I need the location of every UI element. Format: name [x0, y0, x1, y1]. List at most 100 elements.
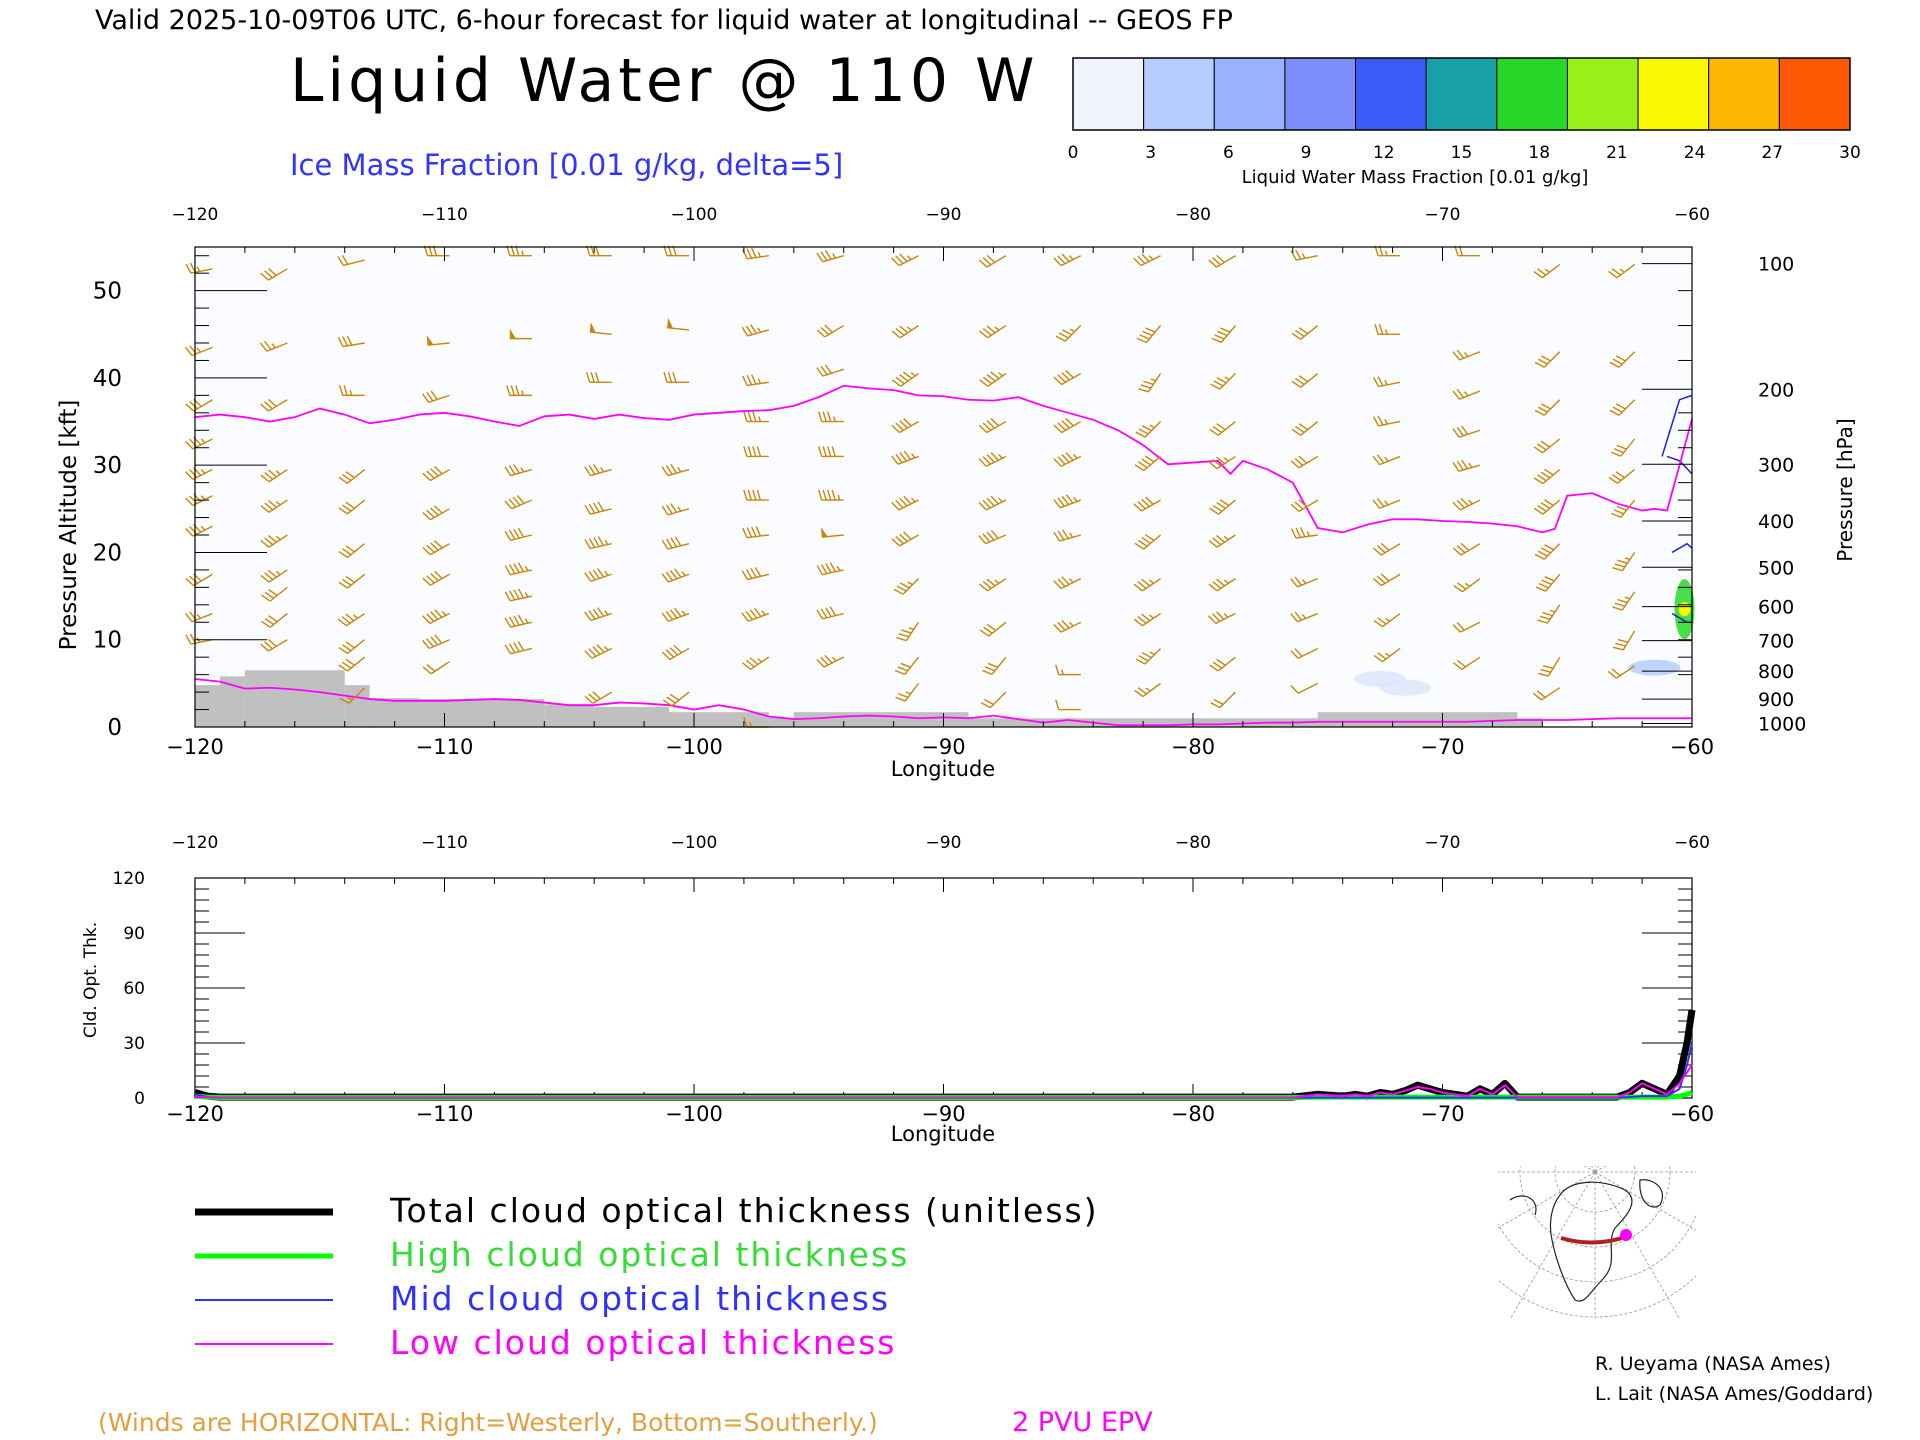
wind-barb-feather — [665, 610, 674, 621]
wind-barb-feather — [594, 372, 600, 383]
wind-barb-feather — [820, 656, 829, 666]
wind-barb-staff — [268, 468, 288, 483]
wind-barb-half-feather — [910, 372, 916, 377]
wind-barb-feather — [1373, 619, 1383, 628]
wind-barb — [1210, 373, 1236, 390]
wind-barb — [509, 328, 532, 340]
wind-barb — [742, 374, 769, 387]
wind-barb-feather — [986, 374, 996, 382]
wind-barb-feather — [1053, 580, 1062, 589]
wind-barb-feather — [1540, 502, 1551, 509]
wind-barb-half-feather — [749, 721, 753, 728]
wind-barb-feather — [982, 499, 991, 509]
wind-barb-half-feather — [275, 500, 281, 506]
wind-barb-feather — [672, 372, 677, 383]
wind-barb-staff — [347, 543, 366, 559]
wind-barb-staff — [1543, 351, 1561, 368]
lower-x-tick-label-top: −70 — [1425, 833, 1461, 853]
wind-barb-feather — [742, 662, 751, 670]
wind-barb-half-feather — [1384, 329, 1388, 335]
wind-barb-staff — [1144, 647, 1162, 665]
lower-x-tick-label: −80 — [1171, 1102, 1215, 1126]
wind-barb-feather — [584, 611, 592, 621]
wind-barb-feather — [899, 452, 907, 462]
wind-barb-feather — [268, 535, 277, 543]
x-tick-label: −100 — [665, 735, 723, 759]
wind-barb-half-feather — [1149, 424, 1155, 429]
wind-barb-feather — [827, 411, 832, 422]
wind-barb — [1452, 542, 1481, 556]
wind-barb-feather — [1544, 468, 1554, 476]
wind-barb-feather — [422, 512, 431, 521]
wind-barb-staff — [746, 381, 769, 387]
wind-barb-staff — [591, 647, 612, 659]
wind-barb-half-feather — [1301, 253, 1306, 259]
wind-barb-feather — [185, 263, 192, 274]
x-tick-label: −80 — [1171, 735, 1215, 759]
wind-barb-feather — [1145, 327, 1156, 333]
wind-barb-feather — [670, 537, 677, 548]
x-tick-label-top: −120 — [172, 205, 219, 225]
wind-barb-half-feather — [1385, 617, 1391, 622]
wind-barb-feather — [1380, 542, 1390, 551]
wind-barb-half-feather — [1069, 255, 1074, 261]
wind-barb-staff — [1622, 630, 1636, 651]
wind-barb-staff — [430, 543, 450, 556]
wind-barb-half-feather — [1223, 457, 1229, 462]
wind-barb — [338, 499, 366, 515]
wind-barb — [1612, 552, 1636, 572]
wind-barb-feather — [1537, 474, 1547, 482]
wind-barb-half-feather — [521, 390, 524, 396]
wind-barb-feather — [1065, 370, 1074, 379]
wind-barb-feather — [1211, 337, 1222, 344]
wind-barb — [1534, 543, 1561, 560]
wind-barb-staff — [1064, 325, 1082, 342]
wind-barb-feather — [1456, 545, 1466, 554]
wind-barb-feather — [893, 588, 904, 595]
wind-barb — [1291, 372, 1319, 388]
wind-barb-feather — [1210, 702, 1221, 709]
wind-barb-staff — [1542, 499, 1561, 515]
wind-barb-staff — [342, 342, 365, 348]
wind-barb-half-feather — [196, 347, 201, 353]
wind-barb-staff — [905, 621, 920, 641]
wind-barb-feather — [986, 420, 996, 429]
wind-barb-feather — [597, 501, 605, 512]
wind-barb-feather — [517, 588, 525, 599]
terrain-step — [669, 712, 769, 727]
wind-barb-feather — [1057, 530, 1065, 541]
wind-barb-staff — [986, 420, 1007, 434]
wind-barb-half-feather — [757, 378, 762, 384]
wind-barb — [979, 324, 1007, 339]
wind-barb-feather — [1453, 585, 1463, 593]
wind-barb-feather — [1299, 527, 1306, 538]
wind-barb-staff — [1459, 621, 1481, 633]
wind-barb-feather — [260, 574, 270, 583]
wind-barb-staff — [1295, 534, 1318, 539]
wind-barb — [895, 682, 920, 702]
wind-barb-feather — [1061, 372, 1070, 381]
wind-barb-half-feather — [837, 494, 841, 501]
wind-barb — [1290, 527, 1318, 539]
wind-barb-half-feather — [275, 535, 281, 541]
wind-barb-feather — [1214, 334, 1225, 340]
wind-barb-half-feather — [1624, 596, 1631, 600]
wind-barb-feather — [661, 573, 669, 583]
wind-barb — [978, 495, 1007, 511]
wind-barb-staff — [898, 255, 919, 267]
wind-barb-staff — [898, 499, 919, 511]
wind-barb-feather — [895, 422, 904, 431]
wind-barb-feather — [592, 608, 600, 619]
wind-barb-feather — [756, 489, 762, 501]
wind-barb-feather — [661, 505, 669, 516]
wind-barb — [339, 687, 366, 704]
wind-barb — [422, 540, 450, 556]
wind-barb-feather — [1452, 501, 1461, 511]
wind-barb-staff — [1298, 455, 1319, 469]
wind-barb-pennant — [667, 317, 674, 329]
wind-barb-staff — [1542, 469, 1561, 485]
wind-barb-staff — [1143, 455, 1162, 472]
inset-content — [1498, 1166, 1696, 1318]
wind-barb-feather — [1298, 375, 1308, 383]
wind-barb-feather — [1138, 388, 1149, 393]
